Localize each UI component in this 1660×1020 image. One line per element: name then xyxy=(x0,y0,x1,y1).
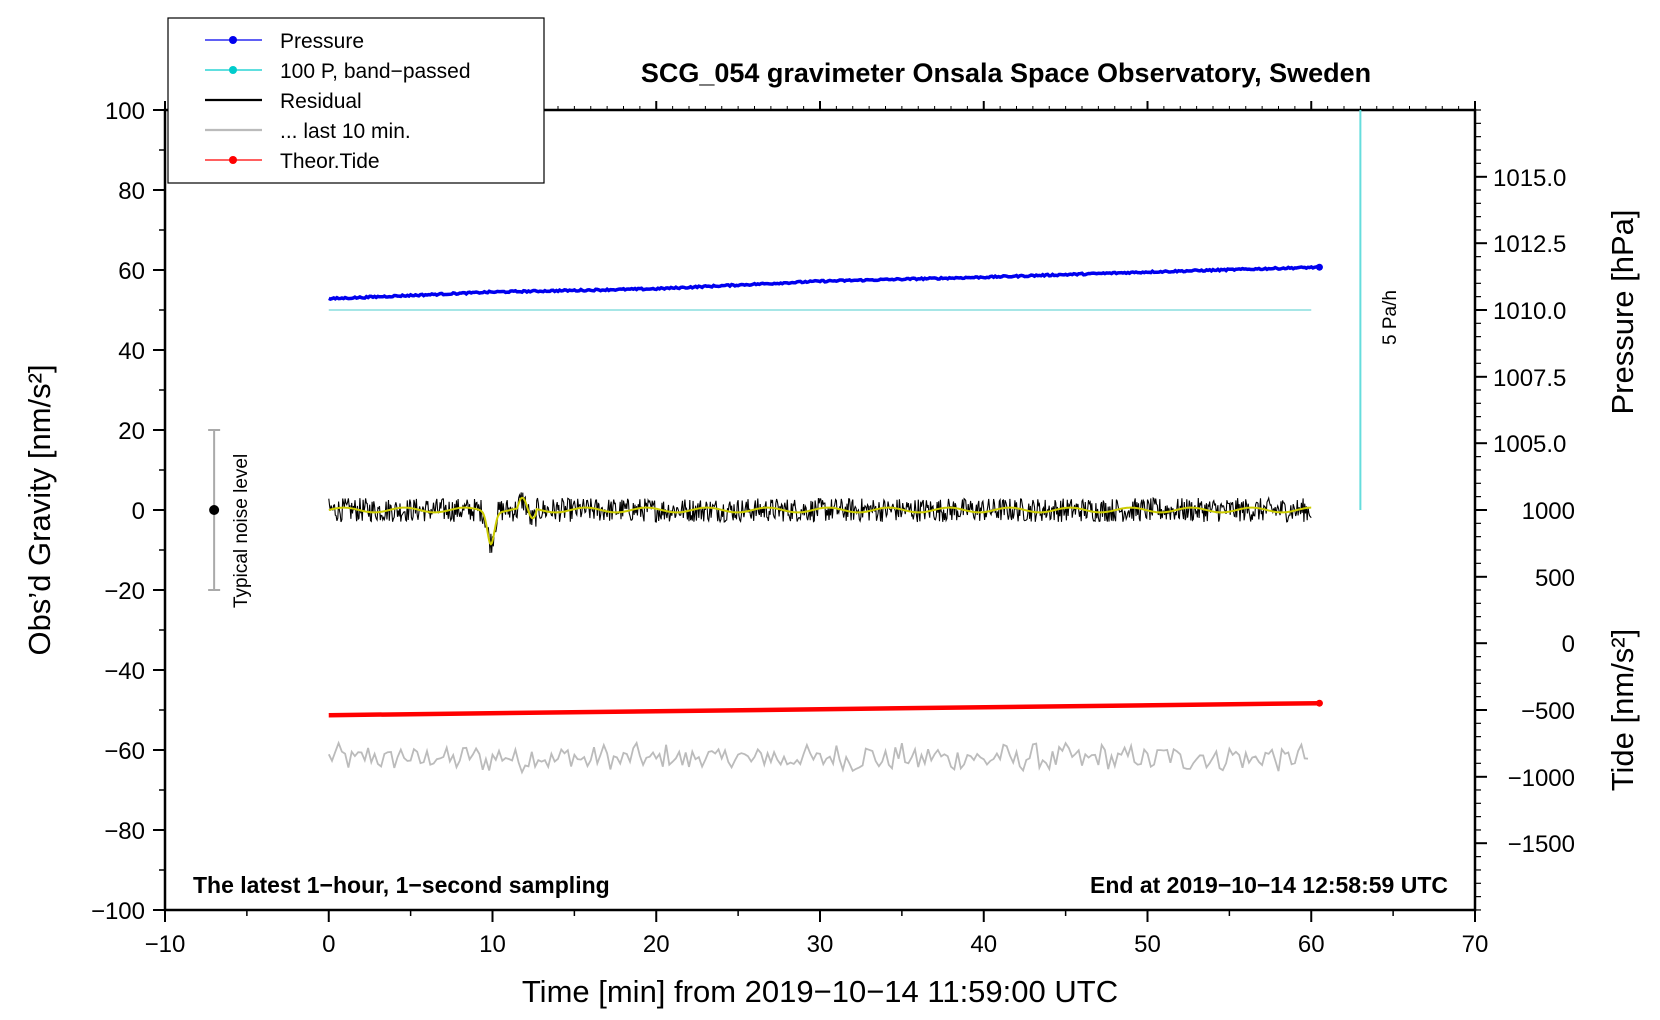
note-bottom-left: The latest 1−hour, 1−second sampling xyxy=(193,872,610,898)
x-tick-label: 30 xyxy=(807,931,834,958)
y-tick-label: 60 xyxy=(118,258,145,285)
chart-title: SCG_054 gravimeter Onsala Space Observat… xyxy=(641,58,1371,88)
y-axis-pressure: 1015.0 1012.5 1010.0 1007.5 1005.0 xyxy=(1475,109,1566,511)
x-axis: −10 0 10 20 30 40 50 60 70 xyxy=(145,101,1489,958)
series-tide-line xyxy=(328,700,1320,718)
series-tide-endpoint xyxy=(1315,699,1323,707)
x-tick-label: 10 xyxy=(479,931,506,958)
legend-label: Residual xyxy=(280,90,362,113)
y-tick-label: 40 xyxy=(118,338,145,365)
series-pressure-line xyxy=(328,264,1319,301)
noise-bar xyxy=(208,429,221,591)
y-axis-tide: 1000 500 0 −500 −1000 −1500 xyxy=(1475,498,1575,911)
tide-tick-label: −1000 xyxy=(1508,765,1575,792)
series-residual-smoothed-line xyxy=(328,496,1312,546)
y-tick-label: 100 xyxy=(105,98,145,125)
pressure-tick-label: 1010.0 xyxy=(1493,298,1566,325)
scale-bar-label: 5 Pa/h xyxy=(1380,290,1401,345)
y-tick-label: −40 xyxy=(104,658,145,685)
noise-bar-label: Typical noise level xyxy=(231,454,252,608)
x-tick-label: 0 xyxy=(322,931,335,958)
series-last10min-line xyxy=(327,740,1309,775)
legend-label: Theor.Tide xyxy=(280,150,380,173)
y-axis-title-tide: Tide [nm/s²] xyxy=(1605,629,1640,792)
y-tick-label: −100 xyxy=(91,898,145,925)
x-tick-label: 50 xyxy=(1134,931,1161,958)
x-tick-label: 20 xyxy=(643,931,670,958)
legend-label: ... last 10 min. xyxy=(280,120,411,143)
tide-tick-label: −1500 xyxy=(1508,831,1575,858)
legend-swatch-dot xyxy=(229,66,237,74)
x-tick-label: −10 xyxy=(145,931,186,958)
series-pressure-endpoint xyxy=(1315,263,1323,271)
tide-tick-label: 1000 xyxy=(1522,498,1575,525)
x-tick-label: 40 xyxy=(970,931,997,958)
tide-tick-label: −500 xyxy=(1521,698,1575,725)
legend: Pressure 100 P, band−passed Residual ... la… xyxy=(167,17,545,184)
noise-bar-center xyxy=(209,505,220,515)
tide-tick-label: 500 xyxy=(1535,565,1575,592)
legend-swatch-dot xyxy=(229,36,237,44)
y-tick-label: 0 xyxy=(132,498,145,525)
y-tick-label: −20 xyxy=(104,578,145,605)
y-tick-label: −60 xyxy=(104,738,145,765)
pressure-tick-label: 1015.0 xyxy=(1493,165,1566,192)
note-bottom-right: End at 2019−10−14 12:58:59 UTC xyxy=(1090,872,1448,898)
y-axis-left: 100 80 60 40 20 0 −20 −40 −60 −80 −100 xyxy=(91,98,165,925)
legend-label: Pressure xyxy=(280,30,364,53)
x-axis-title: Time [min] from 2019−10−14 11:59:00 UTC xyxy=(522,974,1118,1009)
y-tick-label: −80 xyxy=(104,818,145,845)
tide-tick-label: 0 xyxy=(1562,631,1575,658)
y-tick-label: 20 xyxy=(118,418,145,445)
series-residual-line xyxy=(328,492,1312,554)
pressure-tick-label: 1005.0 xyxy=(1493,431,1566,458)
pressure-tick-label: 1007.5 xyxy=(1493,365,1566,392)
y-axis-title-left: Obs’d Gravity [nm/s²] xyxy=(22,364,57,655)
pressure-tick-label: 1012.5 xyxy=(1493,231,1566,258)
legend-swatch-dot xyxy=(229,156,237,164)
legend-label: 100 P, band−passed xyxy=(280,60,471,83)
y-tick-label: 80 xyxy=(118,178,145,205)
x-tick-label: 60 xyxy=(1298,931,1325,958)
x-tick-label: 70 xyxy=(1462,931,1489,958)
y-axis-title-pressure: Pressure [hPa] xyxy=(1605,209,1640,414)
series-group xyxy=(327,263,1323,775)
